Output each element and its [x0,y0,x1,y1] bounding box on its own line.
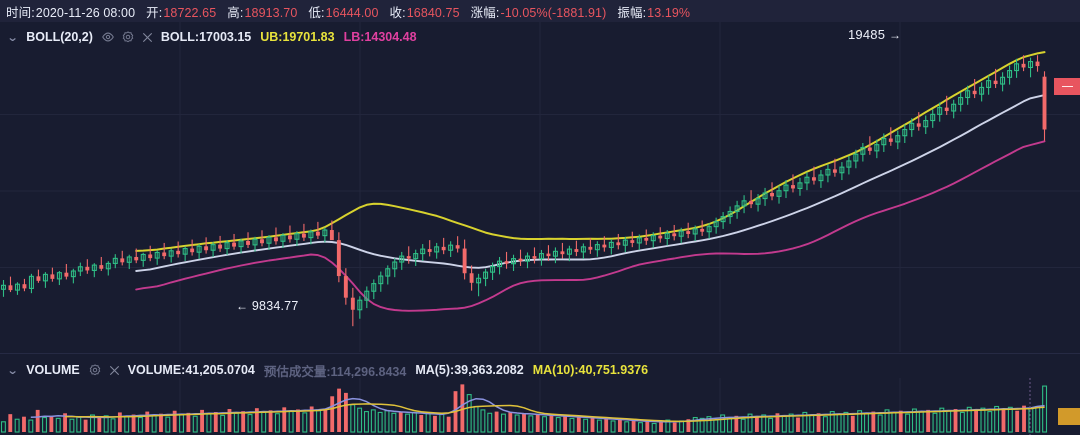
volume-ma5-value: MA(5):39,363.2082 [415,363,524,377]
chevron-down-icon[interactable]: ⌄ [6,364,19,377]
current-volume-tag [1058,408,1080,425]
volume-indicator-legend: ⌄ VOLUME VOLUME:41,205.0704 预估成交量:114,29… [0,360,657,380]
ohlc-low-label: 低: [308,5,325,20]
boll-indicator-legend: ⌄ BOLL(20,2) BOLL:17003.15 UB:19701.83 L… [0,27,426,47]
ohlc-change-value: -10.05%(-1881.91) [500,5,607,20]
high-price-value: 19485 [848,27,886,42]
ohlc-open: 开: 18722.65 [146,2,216,21]
ohlc-open-value: 18722.65 [163,5,217,20]
gear-icon[interactable] [88,363,102,377]
ohlc-low: 低: 16444.00 [308,2,378,21]
pane-divider [0,353,1080,354]
chevron-down-icon[interactable]: ⌄ [6,31,19,44]
arrow-left-icon: ← [236,299,249,313]
boll-lower-value: LB:14304.48 [343,30,417,44]
ohlc-close-value: 16840.75 [406,5,460,20]
volume-chart-svg [0,378,1080,435]
ohlc-time: 时间: 2020-11-26 08:00 [6,2,135,21]
ohlc-high-label: 高: [227,5,244,20]
ohlc-time-label: 时间: [6,5,35,20]
boll-mid-value: BOLL:17003.15 [160,30,252,44]
boll-upper-value: UB:19701.83 [260,30,335,44]
ohlc-close: 收: 16840.75 [390,2,460,21]
volume-ma10-value: MA(10):40,751.9376 [532,363,649,377]
eye-icon[interactable] [101,30,115,44]
ohlc-close-label: 收: [389,5,406,20]
gear-icon[interactable] [121,30,135,44]
boll-title: BOLL(20,2) [26,30,93,44]
arrow-right-icon: → [888,28,902,42]
high-price-annotation: 19485 → [848,27,901,42]
close-icon[interactable] [141,30,155,44]
ohlc-change-label: 涨幅: [470,5,500,20]
estimated-volume-value: 预估成交量:114,296.8434 [263,364,407,379]
ohlc-amplitude: 振幅: 13.19% [617,2,690,21]
price-chart-svg [0,22,1080,352]
ohlc-amplitude-value: 13.19% [647,5,691,20]
ohlc-amplitude-label: 振幅: [617,5,647,20]
ohlc-info-bar: 时间: 2020-11-26 08:00 开: 18722.65 高: 18913.7… [0,0,1080,22]
ohlc-high-value: 18913.70 [244,5,298,20]
ohlc-change: 涨幅: -10.05%(-1881.91) [471,2,607,21]
low-price-value: 9834.77 [251,299,299,313]
price-chart-pane[interactable] [0,22,1080,352]
ohlc-high: 高: 18913.70 [227,2,297,21]
volume-value: VOLUME:41,205.0704 [127,363,255,377]
current-price-tag [1054,78,1080,95]
volume-chart-pane[interactable] [0,378,1080,435]
ohlc-low-value: 16444.00 [325,5,379,20]
ohlc-time-value: 2020-11-26 08:00 [35,5,136,20]
ohlc-open-label: 开: [146,5,163,20]
low-price-annotation: ← 9834.77 [236,299,298,313]
volume-title: VOLUME [26,363,80,377]
close-icon[interactable] [108,363,122,377]
price-tag-line [1061,85,1073,88]
